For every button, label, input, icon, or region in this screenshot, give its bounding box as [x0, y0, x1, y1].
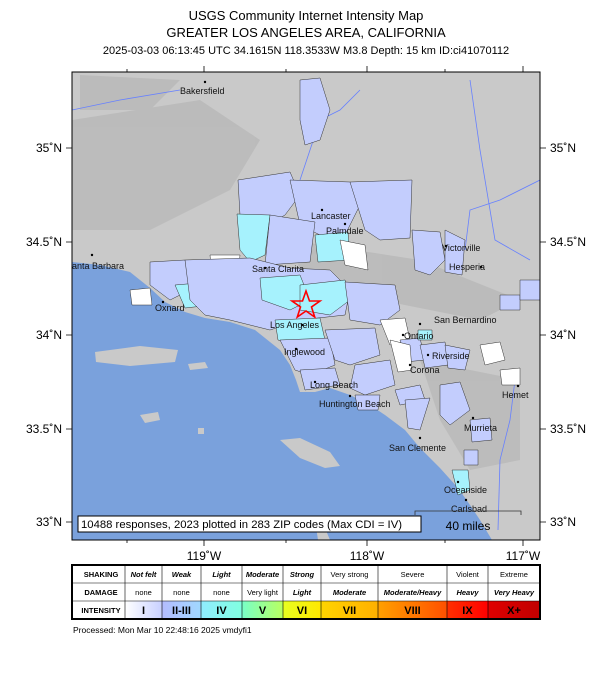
lat-label: 35˚N — [550, 141, 576, 155]
legend-intensity: I — [142, 605, 145, 617]
city-label: San Clemente — [389, 443, 446, 453]
city-label: Carlsbad — [451, 504, 487, 514]
city-label: Oxnard — [155, 303, 185, 313]
city-label: Hemet — [502, 390, 529, 400]
legend-damage: none — [173, 588, 190, 597]
city-labels: Bakersfield Lancaster Palmdale Victorvil… — [66, 86, 529, 514]
intensity-swatch — [201, 601, 242, 619]
city-label: Inglewood — [284, 347, 325, 357]
legend-shaking: Extreme — [500, 570, 528, 579]
legend-shaking: Weak — [172, 570, 192, 579]
lat-label: 33.5˚N — [26, 422, 62, 436]
lat-label: 35˚N — [36, 141, 62, 155]
legend-intensity: IX — [462, 605, 473, 617]
intensity-swatch — [488, 601, 540, 619]
intensity-swatch — [242, 601, 283, 619]
city-label: Victorville — [442, 243, 480, 253]
summary-box — [77, 515, 422, 533]
intensity-swatch — [378, 601, 447, 619]
intensity-legend: SHAKING DAMAGE INTENSITY Not felt none I Weak n… — [71, 564, 541, 620]
legend-shaking: Violent — [456, 570, 480, 579]
legend-damage: Heavy — [456, 588, 479, 597]
city-label: Santa Barbara — [66, 261, 124, 271]
city-label: Corona — [410, 365, 440, 375]
city-label: Santa Clarita — [252, 264, 304, 274]
legend-intensity: V — [259, 605, 267, 617]
city-markers — [90, 80, 520, 502]
legend-shaking: Very strong — [331, 570, 369, 579]
processed-timestamp: Processed: Mon Mar 10 22:48:16 2025 vmdy… — [73, 625, 252, 635]
legend-shaking: Light — [212, 570, 231, 579]
lat-label: 34˚N — [36, 328, 62, 342]
intensity-swatch — [283, 601, 321, 619]
scale-bar — [414, 510, 522, 515]
legend-shaking: Strong — [290, 570, 315, 579]
legend-damage: Light — [293, 588, 312, 597]
legend-shaking: Moderate — [246, 570, 279, 579]
city-label: Bakersfield — [180, 86, 225, 96]
legend-row-label: INTENSITY — [81, 606, 120, 615]
map-region: GREATER LOS ANGELES AREA, CALIFORNIA — [166, 25, 446, 40]
map-frame — [71, 71, 541, 541]
city-label: Long Beach — [310, 380, 358, 390]
latitude-labels-left: 35˚N 34.5˚N 34˚N 33.5˚N 33˚N — [26, 141, 62, 529]
legend-border — [71, 564, 541, 620]
city-label: Huntington Beach — [319, 399, 391, 409]
lat-label: 33˚N — [36, 515, 62, 529]
legend-shaking: Severe — [401, 570, 425, 579]
legend-intensity: VII — [343, 605, 356, 617]
axis-ticks — [66, 66, 546, 546]
legend-intensity: VIII — [404, 605, 421, 617]
city-label: Palmdale — [326, 226, 364, 236]
legend-damage: Very light — [247, 588, 279, 597]
map-area[interactable]: Bakersfield Lancaster Palmdale Victorvil… — [66, 72, 612, 540]
lon-label: 119˚W — [187, 549, 222, 563]
legend-damage: Very Heavy — [494, 588, 535, 597]
lat-label: 33.5˚N — [550, 422, 586, 436]
legend-intensity: IV — [216, 605, 227, 617]
legend-intensity: VI — [297, 605, 307, 617]
city-label: Hesperia — [449, 262, 485, 272]
city-label: Ontario — [404, 331, 434, 341]
lat-label: 34.5˚N — [26, 235, 62, 249]
map-title: USGS Community Internet Intensity Map — [189, 8, 424, 23]
intensity-swatch — [162, 601, 201, 619]
rivers — [72, 79, 540, 531]
city-label: San Bernardino — [434, 315, 497, 325]
lon-label: 117˚W — [506, 549, 541, 563]
legend-row-label: DAMAGE — [84, 588, 117, 597]
city-label: Murrieta — [464, 423, 497, 433]
legend-damage: Moderate — [333, 588, 366, 597]
legend-intensity: II-III — [172, 605, 191, 617]
legend-damage: none — [135, 588, 152, 597]
lat-label: 34.5˚N — [550, 235, 586, 249]
lat-label: 34˚N — [550, 328, 576, 342]
legend-shaking: Not felt — [131, 570, 157, 579]
scale-label: 40 miles — [446, 519, 491, 533]
lat-label: 33˚N — [550, 515, 576, 529]
lon-label: 118˚W — [350, 549, 385, 563]
latitude-labels-right: 35˚N 34.5˚N 34˚N 33.5˚N 33˚N — [550, 141, 586, 529]
city-label: Los Angeles — [270, 320, 320, 330]
city-label: Oceanside — [444, 485, 487, 495]
longitude-labels: 119˚W 118˚W 117˚W — [187, 549, 541, 563]
city-label: Lancaster — [311, 211, 351, 221]
legend-damage: Moderate/Heavy — [384, 588, 442, 597]
legend-damage: none — [213, 588, 230, 597]
event-info: 2025-03-03 06:13:45 UTC 34.1615N 118.353… — [103, 45, 509, 57]
intensity-swatch — [447, 601, 488, 619]
summary-text: 10488 responses, 2023 plotted in 283 ZIP… — [81, 519, 402, 531]
intensity-swatch — [125, 601, 162, 619]
city-label: Riverside — [432, 351, 470, 361]
legend-intensity: X+ — [507, 605, 521, 617]
intensity-swatch — [321, 601, 378, 619]
legend-row-label: SHAKING — [84, 570, 119, 579]
epicenter-star-icon[interactable] — [289, 288, 323, 319]
